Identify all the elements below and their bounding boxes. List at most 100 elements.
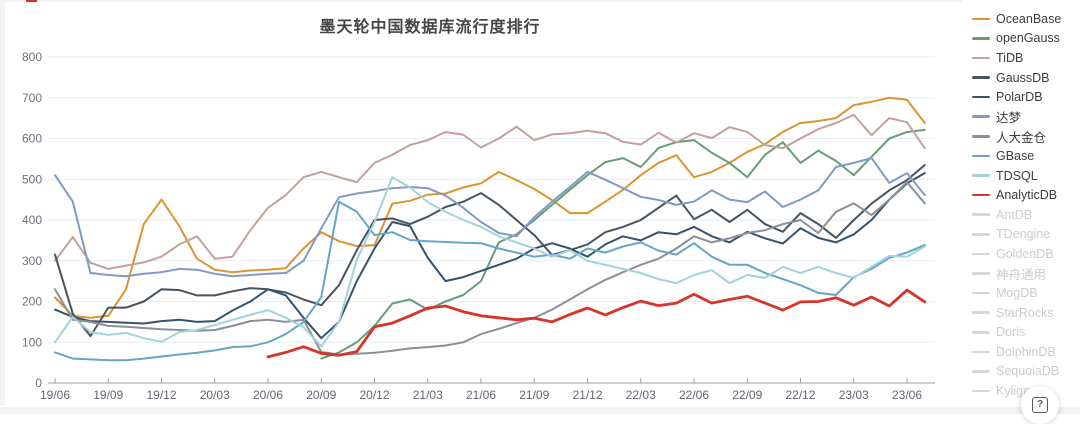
legend-swatch bbox=[972, 233, 990, 236]
x-axis-label: 22/06 bbox=[679, 388, 709, 402]
series-line-TDSQL bbox=[54, 176, 926, 348]
legend-swatch bbox=[972, 115, 990, 119]
x-axis-label: 20/03 bbox=[200, 388, 230, 402]
chart-title: 墨天轮中国数据库流行度排行 bbox=[319, 19, 541, 36]
legend-label: SequoiaDB bbox=[996, 364, 1060, 379]
legend-label: TiDB bbox=[996, 50, 1024, 65]
legend-swatch bbox=[972, 76, 990, 79]
legend-swatch bbox=[972, 331, 990, 334]
x-axis-label: 23/03 bbox=[839, 388, 869, 402]
y-axis-label: 800 bbox=[22, 50, 42, 64]
series-line-GBase bbox=[54, 200, 926, 362]
legend-swatch bbox=[972, 213, 990, 217]
legend-swatch bbox=[972, 193, 990, 197]
x-axis-label: 21/03 bbox=[413, 388, 443, 402]
legend-swatch bbox=[972, 95, 990, 99]
popularity-line-chart: 0 100 200 300 400 500 600 700 800 19/06 19/09 19/12… bbox=[22, 50, 935, 402]
legend-item-TDengine[interactable]: TDengine bbox=[972, 225, 1076, 245]
x-axis-label: 21/12 bbox=[572, 388, 602, 402]
legend-swatch bbox=[972, 272, 990, 275]
chart-legend: OceanBase openGauss TiDB GaussDB PolarDB 达梦人大… bbox=[972, 9, 1076, 401]
browser-artifact-red-dash bbox=[26, 0, 37, 2]
y-axis-label: 700 bbox=[22, 91, 42, 105]
legend-item-GBase[interactable]: GBase bbox=[972, 146, 1076, 166]
legend-swatch bbox=[972, 291, 990, 295]
legend-label: Doris bbox=[996, 325, 1026, 340]
series-line-人大金仓 bbox=[54, 181, 926, 356]
x-axis-label: 20/12 bbox=[359, 388, 389, 402]
y-axis-label: 500 bbox=[22, 172, 42, 186]
x-axis-label: 21/09 bbox=[519, 388, 549, 402]
series-line-达梦 bbox=[54, 157, 926, 278]
legend-label: TDengine bbox=[996, 227, 1051, 242]
x-axis-label: 19/12 bbox=[146, 388, 176, 402]
legend-swatch bbox=[972, 56, 990, 60]
y-axis-label: 100 bbox=[22, 335, 42, 349]
x-axis-label: 23/06 bbox=[892, 388, 922, 402]
page-edge-left bbox=[0, 0, 5, 406]
legend-label: openGauss bbox=[996, 31, 1060, 46]
series-line-PolarDB bbox=[54, 172, 926, 340]
legend-label: MogDB bbox=[996, 286, 1038, 301]
legend-label: 人大金仓 bbox=[996, 130, 1047, 145]
legend-label: OceanBase bbox=[996, 11, 1062, 26]
legend-item-OceanBase[interactable]: OceanBase bbox=[972, 9, 1076, 29]
legend-label: StarRocks bbox=[996, 305, 1054, 320]
legend-item-SequoiaDB[interactable]: SequoiaDB bbox=[972, 362, 1076, 382]
legend-swatch bbox=[972, 135, 990, 138]
question-mark-icon: ? bbox=[1032, 397, 1048, 413]
legend-label: PolarDB bbox=[996, 90, 1043, 105]
legend-label: 达梦 bbox=[996, 111, 1022, 126]
legend-item-达梦[interactable]: 达梦 bbox=[972, 107, 1076, 127]
series-line-TiDB bbox=[54, 113, 926, 270]
y-axis-label: 0 bbox=[35, 376, 42, 390]
x-axis-label: 22/12 bbox=[785, 388, 815, 402]
series-line-OceanBase bbox=[54, 96, 926, 319]
legend-item-TDSQL[interactable]: TDSQL bbox=[972, 166, 1076, 186]
legend-label: TDSQL bbox=[996, 168, 1038, 183]
legend-item-GoldenDB[interactable]: GoldenDB bbox=[972, 244, 1076, 264]
legend-item-AnalyticDB[interactable]: AnalyticDB bbox=[972, 185, 1076, 205]
legend-swatch bbox=[972, 350, 990, 354]
legend-item-GaussDB[interactable]: GaussDB bbox=[972, 68, 1076, 88]
page-edge-bottom bbox=[0, 407, 1080, 414]
legend-swatch bbox=[972, 37, 990, 40]
series-line-openGauss bbox=[320, 128, 926, 360]
help-button[interactable]: ? bbox=[1021, 386, 1059, 424]
y-axis-label: 600 bbox=[22, 132, 42, 146]
legend-item-Doris[interactable]: Doris bbox=[972, 323, 1076, 343]
legend-item-神舟通用[interactable]: 神舟通用 bbox=[972, 264, 1076, 284]
legend-swatch bbox=[972, 389, 990, 393]
x-axis-label: 19/09 bbox=[93, 388, 123, 402]
y-axis-label: 400 bbox=[22, 213, 42, 227]
legend-item-MogDB[interactable]: MogDB bbox=[972, 283, 1076, 303]
legend-item-DolphinDB[interactable]: DolphinDB bbox=[972, 342, 1076, 362]
legend-item-openGauss[interactable]: openGauss bbox=[972, 29, 1076, 49]
legend-swatch bbox=[972, 252, 990, 256]
legend-item-PolarDB[interactable]: PolarDB bbox=[972, 87, 1076, 107]
legend-swatch bbox=[972, 311, 990, 314]
x-axis-label: 20/09 bbox=[306, 388, 336, 402]
legend-label: AntDB bbox=[996, 207, 1033, 222]
x-axis-label: 20/06 bbox=[253, 388, 283, 402]
x-axis-label: 22/03 bbox=[626, 388, 656, 402]
x-axis-label: 22/09 bbox=[732, 388, 762, 402]
y-axis-label: 200 bbox=[22, 295, 42, 309]
legend-item-StarRocks[interactable]: StarRocks bbox=[972, 303, 1076, 323]
legend-item-人大金仓[interactable]: 人大金仓 bbox=[972, 127, 1076, 147]
series-line-GaussDB bbox=[54, 164, 926, 338]
x-axis-label: 21/06 bbox=[466, 388, 496, 402]
legend-swatch bbox=[972, 370, 990, 373]
legend-label: DolphinDB bbox=[996, 344, 1056, 359]
legend-label: GaussDB bbox=[996, 70, 1050, 85]
y-axis-label: 300 bbox=[22, 254, 42, 268]
legend-item-AntDB[interactable]: AntDB bbox=[972, 205, 1076, 225]
legend-swatch bbox=[972, 17, 990, 21]
legend-item-TiDB[interactable]: TiDB bbox=[972, 48, 1076, 68]
legend-swatch bbox=[972, 154, 990, 158]
x-axis-label: 19/06 bbox=[40, 388, 70, 402]
legend-label: GoldenDB bbox=[996, 246, 1054, 261]
legend-label: 神舟通用 bbox=[996, 268, 1047, 283]
legend-label: AnalyticDB bbox=[996, 188, 1058, 203]
legend-label: GBase bbox=[996, 148, 1035, 163]
